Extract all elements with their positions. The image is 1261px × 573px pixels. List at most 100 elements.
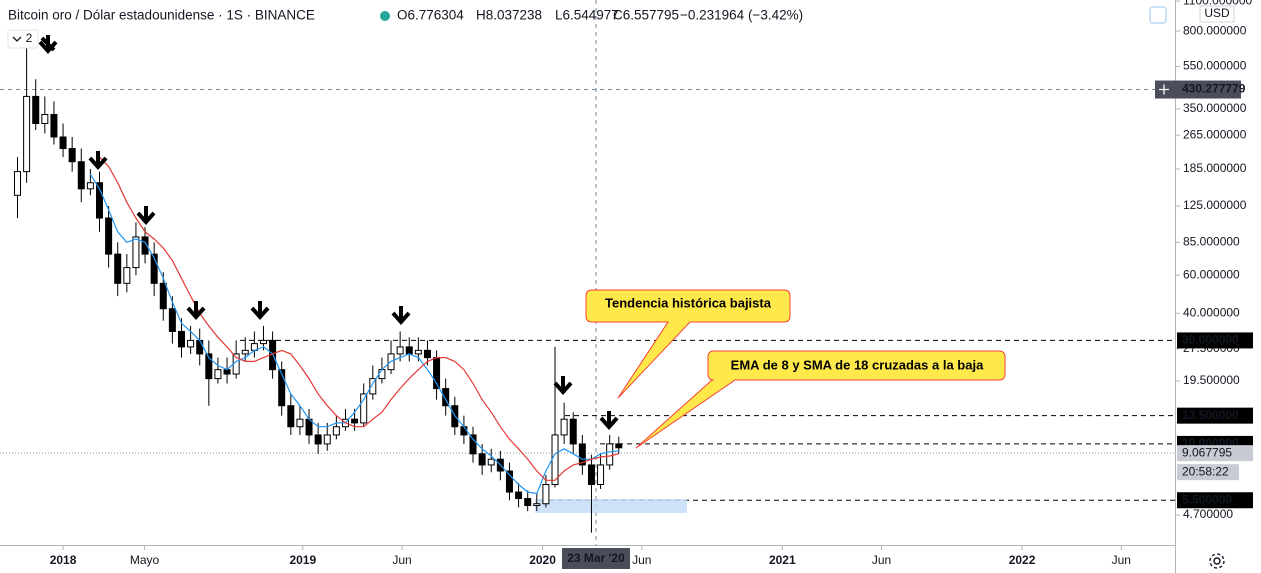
candle-body xyxy=(578,443,586,466)
candle-body xyxy=(241,349,249,355)
ohlc-high: H8.037238 xyxy=(476,8,542,23)
down-arrow xyxy=(38,35,58,55)
candle-body xyxy=(32,95,40,125)
level-box xyxy=(1177,407,1253,424)
y-tick-label: 550.000000 xyxy=(1183,59,1247,73)
candle-body xyxy=(68,148,76,163)
indicator-count: 2 xyxy=(26,31,33,45)
marks xyxy=(14,46,623,533)
candle-body xyxy=(23,95,31,173)
candle-body xyxy=(177,330,185,348)
ohlc-close: C6.557795 xyxy=(613,8,679,23)
crosshair-price-box xyxy=(1155,80,1241,99)
candle-body xyxy=(187,339,195,348)
y-tick-label: 1100.000000 xyxy=(1183,0,1253,7)
y-tick-label: 19.500000 xyxy=(1183,373,1240,387)
candle-body xyxy=(515,491,523,500)
candle-body xyxy=(542,484,550,505)
candle-body xyxy=(323,434,331,445)
y-tick-label: 800.000000 xyxy=(1183,23,1247,37)
arrow-head xyxy=(88,156,108,171)
candle-body xyxy=(615,443,623,449)
candle-body xyxy=(223,369,231,375)
moving-average xyxy=(89,173,619,495)
y-tick-label: 60.000000 xyxy=(1183,267,1240,281)
annotation: Tendencia histórica bajista xyxy=(605,295,772,310)
candle-body xyxy=(114,253,122,284)
x-tick-label: 2020 xyxy=(529,553,556,567)
candle-body xyxy=(141,236,149,255)
candle-body xyxy=(442,388,450,407)
candle-body xyxy=(168,308,176,332)
candle-body xyxy=(41,114,49,125)
ohlc-open: O6.776304 xyxy=(397,8,464,23)
candle-body xyxy=(569,418,577,445)
y-tick-label: 125.000000 xyxy=(1183,198,1247,212)
candle-body xyxy=(105,217,113,255)
candle-body xyxy=(86,182,94,190)
candle-body xyxy=(132,236,140,269)
candle-body xyxy=(332,426,340,436)
arrows xyxy=(38,35,58,55)
candle-body xyxy=(423,349,431,359)
candle-body xyxy=(214,369,222,380)
level-label: 13.500000 xyxy=(1182,408,1239,422)
candle-body xyxy=(205,353,213,380)
arrow-head xyxy=(250,306,270,321)
y-tick-label: 185.000000 xyxy=(1183,161,1247,175)
candle-body xyxy=(95,182,103,219)
crosshair-plus xyxy=(1159,84,1169,95)
last-price-box xyxy=(1177,445,1253,462)
down-arrow xyxy=(391,306,411,326)
candle-body xyxy=(405,346,413,355)
settings-icon[interactable] xyxy=(1209,553,1225,569)
candle-body xyxy=(533,503,541,507)
arrow-head xyxy=(391,311,411,326)
candle-body xyxy=(587,464,595,486)
level-label: 30.000000 xyxy=(1182,333,1239,347)
x-tick-label: 2019 xyxy=(289,553,316,567)
candle-body xyxy=(487,458,495,466)
candle-body xyxy=(396,346,404,355)
candle-body xyxy=(287,405,295,428)
arrow-head xyxy=(136,211,156,226)
level-label: 5.500000 xyxy=(1182,492,1232,506)
candle-body xyxy=(159,282,167,310)
arrow-group xyxy=(88,151,619,431)
candle-body xyxy=(59,136,67,150)
candle-body xyxy=(524,498,532,507)
candle-body xyxy=(278,369,286,407)
currency-box[interactable] xyxy=(1199,5,1235,23)
moving-average xyxy=(99,156,619,481)
callouts: Tendencia histórica bajista EMA de 8 y S… xyxy=(585,289,1006,449)
down-arrow xyxy=(186,301,206,321)
candle-body xyxy=(414,349,422,355)
header: Bitcoin oro / Dólar estadounidense · 1S … xyxy=(7,5,1235,569)
candle-body xyxy=(460,426,468,436)
crosshair-price-label: 430.277779 xyxy=(1182,82,1246,96)
candle-body xyxy=(123,267,131,284)
level-box xyxy=(1177,492,1253,509)
indicator-toggle[interactable] xyxy=(7,29,39,49)
countdown: 20:58:22 xyxy=(1182,464,1229,478)
x-tick-label: Jun xyxy=(392,553,411,567)
ohlc-low: L6.544977 xyxy=(555,8,619,23)
down-arrow xyxy=(599,411,619,431)
annotation: EMA de 8 y SMA de 18 cruzadas a la baja xyxy=(731,357,984,372)
candle-body xyxy=(378,369,386,380)
candle-body xyxy=(296,418,304,428)
candle-body xyxy=(551,434,559,486)
countdown-box xyxy=(1177,464,1239,481)
y-tick-label: 40.000000 xyxy=(1183,305,1240,319)
level-box xyxy=(1177,332,1253,349)
ohlc-change: −0.231964 (−3.42%) xyxy=(680,8,803,23)
snapshot-icon[interactable] xyxy=(1149,6,1167,24)
x-tick-label: 2021 xyxy=(769,553,796,567)
down-arrow xyxy=(136,206,156,226)
crosshair-date-box xyxy=(562,548,631,569)
x-tick-label: 2018 xyxy=(50,553,77,567)
callout-box xyxy=(635,350,1006,449)
candle-body xyxy=(360,393,368,424)
